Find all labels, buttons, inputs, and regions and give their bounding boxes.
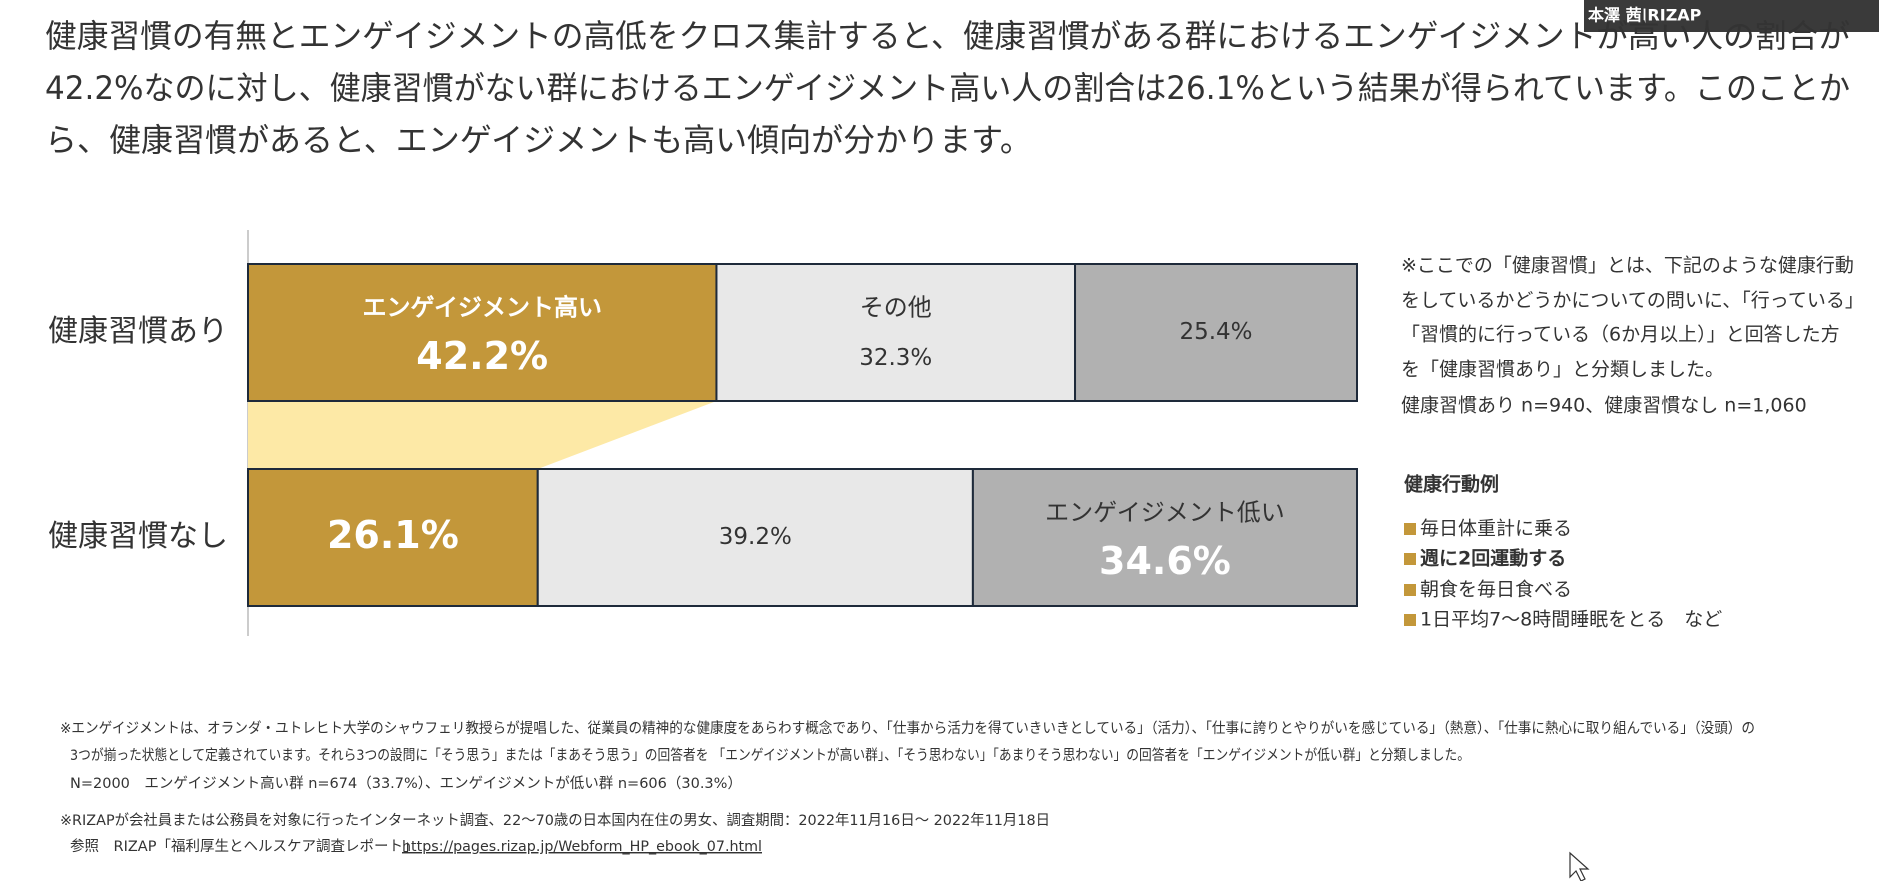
- video-overlay: [1584, 0, 1879, 32]
- footnote-line: ※RIZAPが会社員または公務員を対象に行ったインターネット調査、22～70歳の…: [60, 811, 1050, 829]
- footnote-line: ※エンゲイジメントは、オランダ・ユトレヒト大学のシャウフェリ教授らが提唱した、従…: [60, 719, 1755, 737]
- side-note-line: ※ここでの「健康習慣」とは、下記のような健康行動: [1401, 255, 1854, 277]
- bullet: [1404, 523, 1416, 535]
- header-line: 健康習慣の有無とエンゲイジメントの高低をクロス集計すると、健康習慣がある群におけ…: [45, 17, 1850, 55]
- footnote-line: N=2000 エンゲイジメント高い群 n=674（33.7%）、エンゲイジメント…: [70, 775, 742, 792]
- bullet: [1404, 584, 1416, 596]
- category-label: 健康習慣なし: [48, 519, 228, 554]
- example-item: 1日平均7～8時間睡眠をとる など: [1420, 609, 1722, 631]
- header-line: 42.2%なのに対し、健康習慣がない群におけるエンゲイジメント高い人の割合は26…: [45, 69, 1850, 107]
- reference-label: 参照 RIZAP「福利厚生とヘルスケア調査レポート」: [70, 838, 417, 855]
- series-label: エンゲイジメント低い: [1045, 499, 1285, 527]
- side-note-line: を「健康習慣あり」と分類しました。: [1401, 359, 1724, 381]
- side-note-line: 健康習慣あり n=940、健康習慣なし n=1,060: [1401, 395, 1807, 417]
- bar-segment: [715, 263, 1077, 402]
- bar-segment: [247, 263, 718, 402]
- footnote-line: 3つが揃った状態として定義されています。それら3つの設問に「そう思う」または「ま…: [70, 747, 1470, 764]
- value-label: 25.4%: [1179, 319, 1252, 345]
- side-note-line: 「習慣的に行っている（6か月以上）」と回答した方: [1401, 324, 1840, 346]
- value-label: 42.2%: [416, 334, 548, 378]
- header-line: ら、健康習慣があると、エンゲイジメントも高い傾向が分かります。: [45, 121, 1032, 159]
- series-label: エンゲイジメント高い: [362, 294, 602, 322]
- example-item: 週に2回運動する: [1420, 548, 1566, 570]
- bar-segment: [247, 468, 539, 607]
- side-note-line: をしているかどうかについての問いに、「行っている」: [1401, 290, 1864, 312]
- reference-url: https://pages.rizap.jp/Webform_HP_ebook_…: [402, 839, 762, 855]
- example-item: 朝食を毎日食べる: [1420, 579, 1572, 601]
- category-label: 健康習慣あり: [48, 314, 228, 349]
- examples-title: 健康行動例: [1404, 473, 1499, 496]
- connector: [248, 401, 717, 469]
- cursor: [1569, 851, 1590, 881]
- bullet: [1404, 614, 1416, 626]
- value-label: 32.3%: [859, 345, 932, 371]
- example-item: 毎日体重計に乗る: [1420, 518, 1572, 540]
- series-label: その他: [860, 294, 932, 322]
- bar-segment: [971, 468, 1358, 607]
- value-label: 39.2%: [719, 524, 792, 550]
- bullet: [1404, 553, 1416, 565]
- value-label: 34.6%: [1099, 539, 1231, 583]
- overlay-name: 本澤 茜|RIZAP: [1588, 6, 1702, 26]
- bar-segment: [1074, 263, 1358, 402]
- value-label: 26.1%: [327, 513, 459, 557]
- bar-segment: [536, 468, 974, 607]
